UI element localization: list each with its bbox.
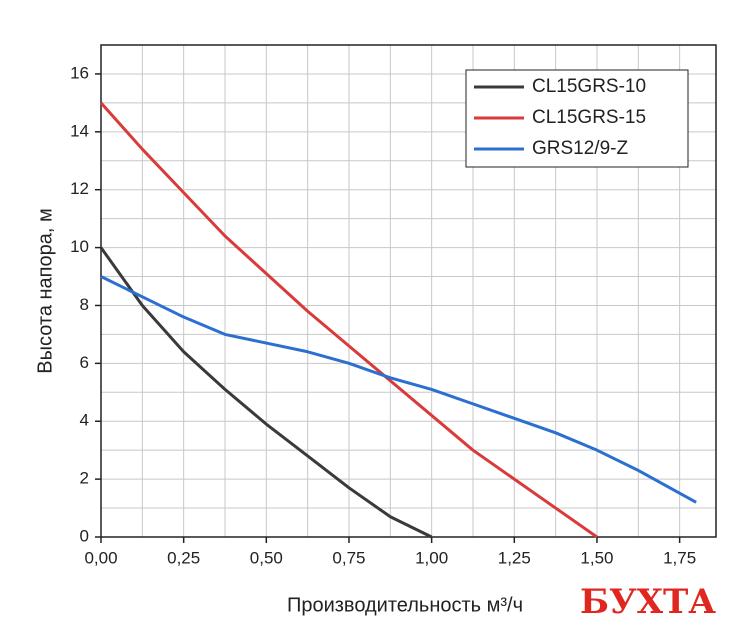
x-axis-label: Производительность м³/ч (287, 594, 523, 616)
x-tick-label: 1,50 (580, 548, 613, 567)
x-tick-label: 0,50 (250, 548, 283, 567)
legend-label: GRS12/9-Z (532, 138, 628, 159)
y-tick-label: 4 (80, 411, 89, 430)
x-tick-label: 0,25 (167, 548, 200, 567)
line (100, 275, 697, 504)
legend-label: CL15GRS-15 (532, 107, 646, 128)
line (99, 246, 433, 539)
watermark: БУХТА (580, 582, 716, 622)
x-tick-label: 0,00 (84, 548, 117, 567)
x-tick-label: 1,75 (663, 548, 696, 567)
y-tick-label: 0 (80, 526, 89, 545)
y-tick-label: 16 (70, 63, 89, 82)
x-tick-label: 1,25 (498, 548, 531, 567)
legend-label: CL15GRS-10 (532, 76, 646, 97)
y-tick-label: 12 (70, 179, 89, 198)
line (99, 101, 598, 539)
y-tick-label: 8 (80, 295, 89, 314)
x-tick-label: 0,75 (332, 548, 365, 567)
y-tick-label: 10 (70, 237, 89, 256)
y-tick-label: 6 (80, 353, 89, 372)
y-tick-label: 2 (80, 469, 89, 488)
x-tick-label: 1,00 (415, 548, 448, 567)
plot-frame (100, 44, 717, 538)
y-tick-label: 14 (70, 121, 89, 140)
y-axis-label: Высота напора, м (34, 208, 56, 373)
